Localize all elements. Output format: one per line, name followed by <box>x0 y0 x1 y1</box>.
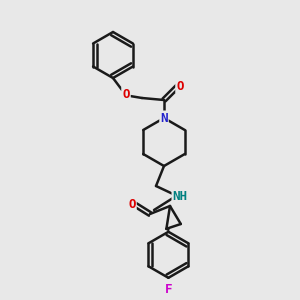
Text: O: O <box>176 80 184 92</box>
Text: F: F <box>165 283 172 296</box>
Text: N: N <box>160 112 168 124</box>
Text: O: O <box>128 197 136 211</box>
Text: O: O <box>122 88 130 100</box>
Text: NH: NH <box>172 190 188 202</box>
